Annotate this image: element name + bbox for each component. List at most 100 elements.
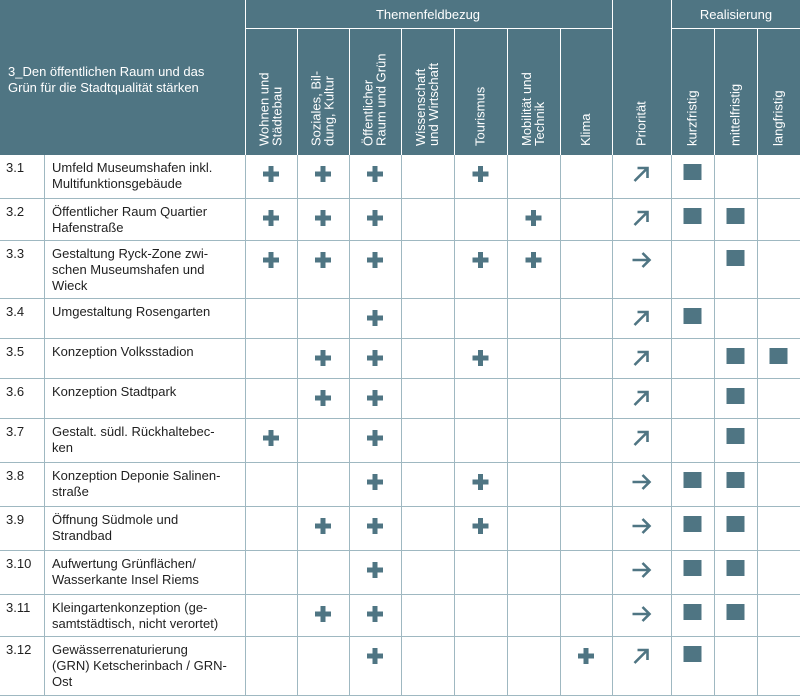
body-grid <box>0 155 800 696</box>
plus-icon <box>320 606 326 622</box>
plus-icon <box>372 606 378 622</box>
arrow-right-icon <box>632 606 652 622</box>
row-label-line: Hafenstraße <box>52 220 124 235</box>
square-icon <box>683 164 702 180</box>
table-row: 3.11 Kleingartenkonzeption (ge-samtstädti… <box>6 600 745 631</box>
row-label-line: (GRN) Ketscherinbach / GRN- <box>52 658 227 673</box>
row-label-line: Konzeption Stadtpark <box>52 384 177 399</box>
column-header-themen: und Wirtschaft <box>426 63 441 146</box>
row-label: Aufwertung Grünflächen/Wasserkante Insel… <box>52 556 199 587</box>
arrow-up-right-icon <box>633 648 649 664</box>
plus-icon <box>531 210 536 226</box>
table-title-line: Grün für die Stadtqualität stärken <box>8 80 199 95</box>
column-header-realisierung: langfristig <box>771 90 786 146</box>
arrow-up-right-icon <box>633 390 649 406</box>
square-icon <box>726 428 745 444</box>
column-header-themen: Öffentlicher <box>361 79 376 146</box>
row-label-line: Wasserkante Insel Riems <box>52 572 199 587</box>
table-row: 3.10 Aufwertung Grünflächen/Wasserkante I… <box>6 556 745 587</box>
table-row: 3.3 Gestaltung Ryck-Zone zwi-schen Museum… <box>6 246 745 293</box>
row-label: Gewässerrenaturierung (GRN) Ketscherinbac… <box>52 642 227 689</box>
table-row: 3.6 Konzeption Stadtpark <box>6 384 745 406</box>
row-number: 3.11 <box>6 600 30 615</box>
arrow-right-icon <box>632 252 652 268</box>
square-icon <box>683 208 702 224</box>
row-number: 3.12 <box>6 642 31 657</box>
row-label-line: Gewässerrenaturierung <box>52 642 188 657</box>
plus-icon <box>372 350 378 366</box>
row-label: Umgestaltung Rosengarten <box>52 304 210 319</box>
arrow-up-right-icon <box>633 310 649 326</box>
row-label: Gestalt. südl. Rückhaltebec-ken <box>52 424 215 455</box>
plus-icon <box>320 390 326 406</box>
row-label-line: Öffnung Südmole und <box>52 512 178 527</box>
square-icon <box>726 208 745 224</box>
plus-icon <box>583 648 589 664</box>
row-number: 3.2 <box>6 204 24 219</box>
arrow-up-right-icon <box>633 430 649 446</box>
square-icon <box>726 250 745 266</box>
table-row: 3.12 Gewässerrenaturierung (GRN) Ketscheri… <box>6 642 702 689</box>
plus-icon <box>320 210 326 226</box>
column-header-themen: Soziales, Bil- <box>309 71 324 146</box>
arrow-right-icon <box>632 474 652 490</box>
plus-icon <box>268 166 274 182</box>
row-label-line: Öffentlicher Raum Quartier <box>52 204 208 219</box>
row-number: 3.6 <box>6 384 24 399</box>
square-icon <box>726 348 745 364</box>
plus-icon <box>372 562 378 578</box>
header-grid <box>245 0 800 155</box>
row-label-line: Konzeption Deponie Salinen- <box>52 468 220 483</box>
plus-icon <box>320 252 326 268</box>
arrow-up-right-icon <box>633 350 649 366</box>
plus-icon <box>478 252 483 268</box>
square-icon <box>683 516 702 532</box>
plus-icon <box>372 430 378 446</box>
square-icon <box>683 560 702 576</box>
square-icon <box>726 472 745 488</box>
square-icon <box>683 646 702 662</box>
row-number: 3.7 <box>6 424 24 439</box>
row-number: 3.8 <box>6 468 24 483</box>
plus-icon <box>372 252 378 268</box>
arrow-right-icon <box>632 562 652 578</box>
row-label: Kleingartenkonzeption (ge-samtstädtisch,… <box>52 600 218 631</box>
row-number: 3.3 <box>6 246 24 261</box>
plus-icon <box>320 350 326 366</box>
row-label-line: Umgestaltung Rosengarten <box>52 304 210 319</box>
plus-icon <box>372 474 378 490</box>
square-icon <box>726 604 745 620</box>
plus-icon <box>268 430 274 446</box>
row-label: Öffentlicher Raum Quartier Hafenstraße <box>52 204 208 235</box>
table-row: 3.5 Konzeption Volksstadion <box>6 344 788 366</box>
column-header-themen: Klima <box>578 113 593 146</box>
arrow-right-icon <box>632 518 652 534</box>
arrow-up-right-icon <box>633 166 649 182</box>
column-header-prioritaet: Priorität <box>634 101 649 146</box>
table-header <box>0 0 800 155</box>
column-header-themen: Wohnen und <box>257 73 272 147</box>
table-row: 3.2 Öffentlicher Raum Quartier Hafenstraße <box>6 204 745 235</box>
plus-icon <box>531 252 536 268</box>
column-header-realisierung: kurzfristig <box>685 90 700 146</box>
column-header-themen: Wissenschaft <box>413 68 428 146</box>
row-label-line: straße <box>52 484 89 499</box>
square-icon <box>726 516 745 532</box>
plus-icon <box>320 518 326 534</box>
square-icon <box>683 472 702 488</box>
plus-icon <box>372 648 378 664</box>
row-label-line: Wieck <box>52 278 88 293</box>
column-header-themen: Raum und Grün <box>374 54 389 147</box>
row-label-line: Konzeption Volksstadion <box>52 344 194 359</box>
table-row: 3.4 Umgestaltung Rosengarten <box>6 304 702 326</box>
column-header-themen: Mobilität und <box>519 72 534 146</box>
table-title: 3_Den öffentlichen Raum und das Grün für … <box>8 64 205 95</box>
row-number: 3.5 <box>6 344 24 359</box>
row-label: Gestaltung Ryck-Zone zwi-schen Museumsha… <box>52 246 208 293</box>
group-label-themenfeldbezug: Themenfeldbezug <box>376 7 480 22</box>
plus-icon <box>478 166 483 182</box>
plus-icon <box>268 252 274 268</box>
row-label-line: Gestalt. südl. Rückhaltebec- <box>52 424 215 439</box>
